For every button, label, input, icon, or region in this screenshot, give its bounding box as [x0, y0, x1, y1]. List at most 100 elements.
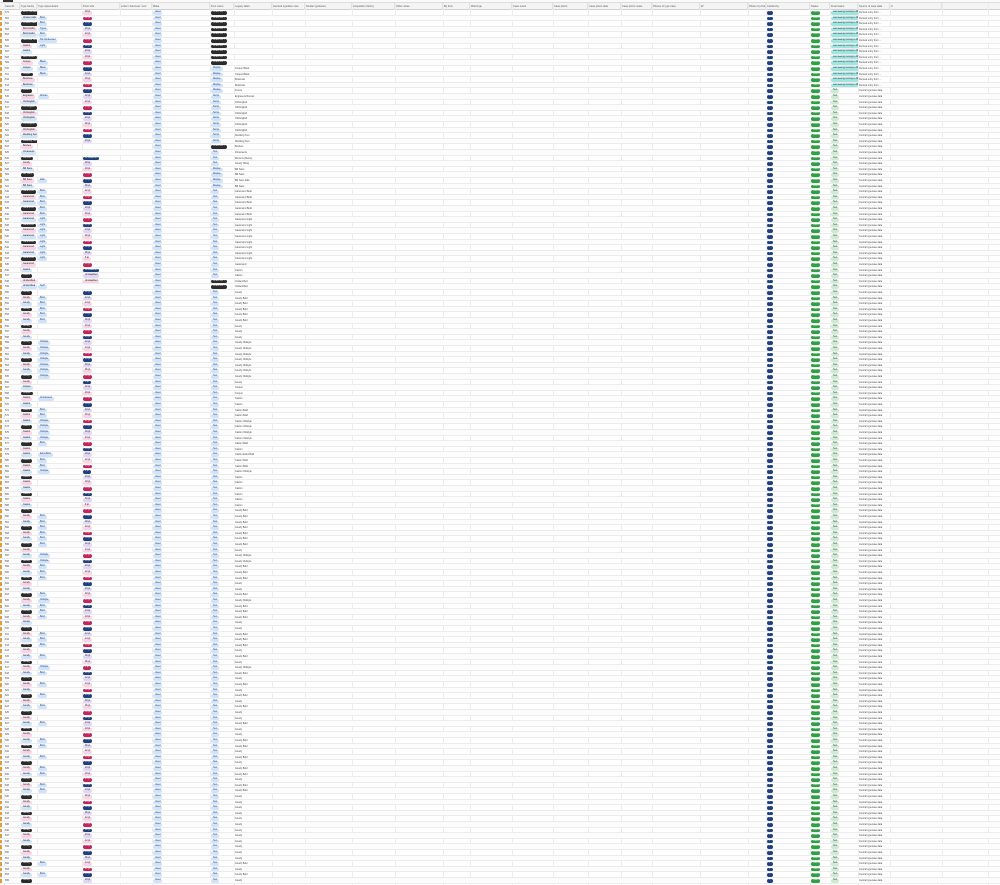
cell-final-status[interactable]: Text [830, 520, 858, 526]
cell-final-status[interactable]: Text [830, 161, 858, 167]
cell-size[interactable]: 14 pt [82, 609, 120, 615]
cell-size[interactable]: 14 pt [82, 861, 120, 867]
cell-final-status[interactable]: Text [830, 626, 858, 632]
cell-source[interactable]: Central typecase data [859, 582, 883, 586]
cell-final-status[interactable]: Text [830, 223, 858, 229]
cell-id[interactable]: 558 [5, 335, 9, 339]
table-row[interactable]: 518 Old English 18 pt Used Script Old English… [0, 111, 1000, 117]
cell-font[interactable]: Text [210, 637, 234, 643]
cell-source[interactable]: Central typecase data [859, 531, 883, 535]
cell-size[interactable]: 14 pt [82, 822, 120, 828]
cell-source[interactable]: Central typecase data [859, 576, 883, 580]
cell-make[interactable]: Used [152, 128, 210, 134]
cell-source[interactable]: Central typecase data [859, 543, 883, 546]
cell-font[interactable]: Text [210, 576, 234, 582]
cell-legacy-label[interactable]: Goudy [235, 380, 243, 384]
cell-family[interactable]: Goudy [20, 822, 37, 828]
cell-font[interactable]: Text [210, 777, 234, 783]
cell-final-status[interactable]: Last seeing moving to RM [830, 83, 858, 89]
cell-source[interactable]: Central typecase data [859, 744, 883, 748]
cell-source[interactable]: Central typecase data [859, 459, 883, 462]
cell-final-status[interactable]: Text [830, 564, 858, 570]
cell-carded[interactable]: ✓ [766, 128, 810, 134]
cell-font[interactable]: Text [210, 615, 234, 621]
cell-font[interactable]: Text [210, 324, 234, 330]
cell-family[interactable]: Garamond [20, 200, 37, 206]
table-row[interactable]: 510 Cooper Black 24 pt Used Display Cooper Bla… [0, 66, 1000, 72]
cell-id[interactable]: 506 [5, 44, 9, 48]
cell-family[interactable]: Goudy [20, 704, 37, 710]
cell-legacy-label[interactable]: Goudy [235, 582, 243, 586]
cell-make[interactable]: Used [152, 749, 210, 755]
column-header[interactable]: Make [152, 3, 210, 10]
cell-id[interactable]: 553 [5, 307, 9, 311]
cell-carded[interactable]: ✓ [766, 542, 810, 548]
cell-font[interactable]: Text [210, 189, 234, 195]
cell-size[interactable]: 24 pt [82, 564, 120, 570]
cell-make[interactable]: Used [152, 273, 210, 279]
table-row[interactable]: 552 Goudy Bold 14 pt Used Text Goudy Bold ✓ Used… [0, 301, 1000, 307]
cell-source[interactable]: Central typecase data [859, 772, 883, 776]
cell-make[interactable]: Used [152, 44, 210, 50]
cell-font[interactable]: Text [210, 464, 234, 470]
cell-legacy-label[interactable]: Goudy Bold [235, 531, 248, 535]
cell-font[interactable]: Text [210, 296, 234, 302]
cell-final-status[interactable]: Text [830, 413, 858, 419]
cell-size[interactable]: 14 pt [82, 447, 120, 453]
cell-id[interactable]: 641 [5, 800, 9, 804]
cell-source[interactable]: Derived entry from ... [859, 67, 882, 70]
cell-family[interactable]: Goudy [20, 380, 37, 386]
cell-legacy-label[interactable]: Caslon Oldstyle [235, 436, 252, 440]
cell-size[interactable]: 10 pt [82, 374, 120, 380]
cell-status[interactable]: Used [810, 872, 830, 878]
cell-font[interactable]: Text [210, 290, 234, 296]
cell-status[interactable]: Used [810, 346, 830, 352]
cell-carded[interactable]: ✓ [766, 279, 810, 285]
table-row[interactable]: 557 Goudy 18 pt Used Text Goudy ✓ Used Text Centr… [0, 329, 1000, 335]
cell-carded[interactable]: ✓ [766, 738, 810, 744]
cell-source[interactable]: Central typecase data [859, 291, 883, 294]
cell-id[interactable]: 635 [5, 767, 9, 770]
table-row[interactable]: 561 Goudy Oldstyle 18 pt Used Text Goudy Oldst… [0, 351, 1000, 358]
cell-carded[interactable]: ✓ [766, 620, 810, 626]
cell-family[interactable]: Goudy [20, 357, 37, 363]
cell-source[interactable]: Central typecase data [859, 537, 883, 541]
cell-source[interactable]: Central typecase data [859, 823, 883, 826]
table-row[interactable]: 530 Bill Sans Italic 18 pt Used Display Bill S… [0, 178, 1000, 184]
cell-font[interactable]: Text [210, 514, 234, 520]
cell-legacy-label[interactable]: Goudy Bold [235, 526, 248, 530]
cell-make[interactable]: Used [152, 385, 210, 391]
table-row[interactable]: 612 Goudy Bold 14 pt Used Text Goudy Bold ✓ Used… [0, 637, 1000, 643]
cell-status[interactable]: Used [810, 856, 830, 862]
cell-status[interactable]: Used [810, 413, 830, 419]
cell-size[interactable]: 18 pt [82, 581, 120, 587]
cell-status[interactable]: Used [810, 352, 830, 358]
cell-carded[interactable]: ✓ [766, 290, 810, 296]
cell-family[interactable]: Futura [20, 88, 37, 94]
cell-carded[interactable]: ✓ [766, 396, 810, 402]
cell-id[interactable]: 643 [5, 811, 9, 815]
cell-final-status[interactable]: Text [830, 357, 858, 363]
cell-id[interactable]: 536 [5, 212, 9, 216]
cell-id[interactable]: 518 [5, 111, 9, 115]
cell-size[interactable]: Unclassified [82, 268, 120, 274]
cell-status[interactable]: Used [810, 475, 830, 481]
table-row[interactable]: 559 Goudy Oldstyle 12 pt Used Text Goudy Oldst… [0, 340, 1000, 346]
cell-legacy-label[interactable]: Goudy Oldstyle [235, 358, 252, 362]
cell-legacy-label[interactable]: Bill Sans [235, 173, 245, 177]
cell-source[interactable]: Central typecase data [859, 319, 883, 322]
cell-final-status[interactable]: Text [830, 340, 858, 346]
cell-id[interactable]: 648 [5, 839, 9, 843]
cell-final-status[interactable]: Text [830, 419, 858, 425]
cell-legacy-label[interactable]: Cooper [235, 391, 243, 395]
cell-legacy-label[interactable]: Goudy Bold [235, 576, 248, 580]
cell-status[interactable]: Used [810, 27, 830, 33]
cell-id[interactable]: 566 [5, 380, 9, 384]
cell-size[interactable]: 24 pt [82, 66, 120, 72]
table-row[interactable]: 588 Caslon 8 pt Used Text Caslon ✓ Used Text Cent… [0, 503, 1000, 509]
cell-carded[interactable]: ✓ [766, 704, 810, 710]
cell-font[interactable]: Text [210, 312, 234, 318]
cell-final-status[interactable]: Text [830, 156, 858, 162]
cell-carded[interactable]: ✓ [766, 38, 810, 44]
cell-family[interactable]: Garamond [20, 262, 37, 268]
